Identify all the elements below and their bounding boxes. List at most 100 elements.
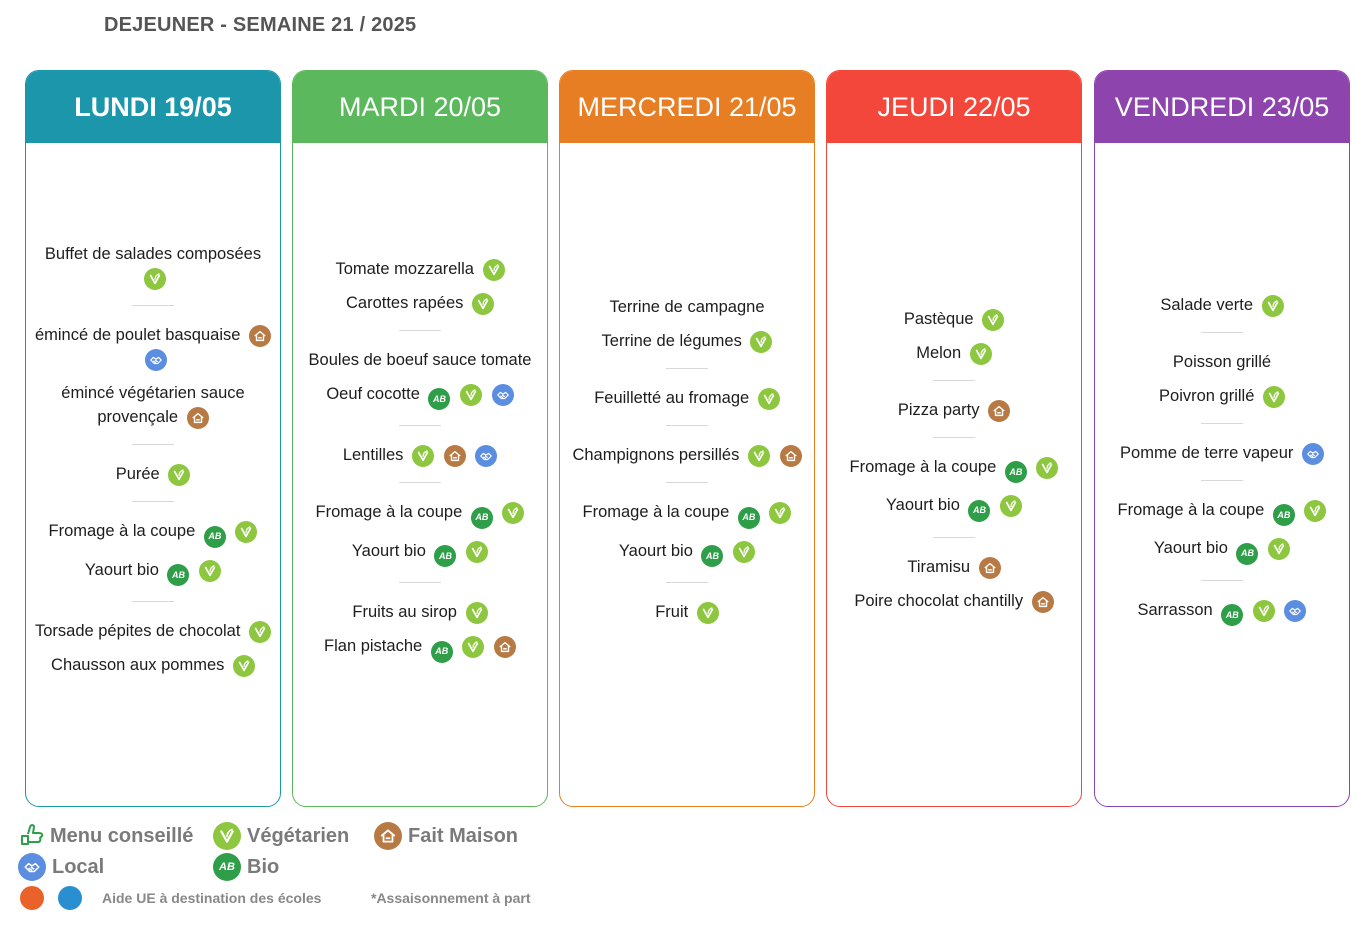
course-separator: [666, 425, 708, 426]
course-group: Purée: [108, 457, 199, 491]
fait-maison-icon: [249, 325, 272, 347]
dish-item: Poire chocolat chantilly: [854, 589, 1054, 613]
dish-name: Yaourt bio: [351, 541, 426, 560]
dish-name: émincé végétarien sauce provençale: [61, 384, 245, 426]
day-header: VENDREDI 23/05: [1095, 71, 1349, 143]
course-separator: [1201, 479, 1243, 481]
vegetarian-icon: [411, 445, 434, 467]
local-icon: [1301, 442, 1324, 465]
vegetarian-icon: [969, 342, 992, 365]
day-column: VENDREDI 23/05 Salade verte Poisson grill…: [1094, 70, 1350, 807]
course-separator: [132, 444, 174, 445]
day-column: JEUDI 22/05 Pastèque Melon Pizza party Fr…: [826, 70, 1082, 807]
vegetarian-icon: [982, 308, 1005, 331]
dish-name: Fromage à la coupe: [315, 503, 463, 521]
vegetarian-icon: [466, 540, 489, 563]
day-menu-body: Tomate mozzarella Carottes rapées Boules…: [293, 143, 547, 806]
course-separator: [1201, 579, 1243, 581]
dish-item: Carottes rapées: [346, 291, 494, 315]
dish-name: émincé de poulet basquaise: [34, 326, 241, 344]
dish-name: Fruit: [655, 603, 689, 621]
footer-aide-ue: Aide UE à destination des écoles: [102, 890, 322, 906]
dish-name: Sarrasson: [1137, 600, 1213, 619]
course-separator: [933, 436, 975, 438]
dish-item: Feuilletté au fromage: [594, 386, 780, 410]
dish-name: Purée: [115, 465, 160, 483]
legend-label-bio: Bio: [247, 855, 280, 878]
local-icon: [18, 853, 46, 881]
vegetarian-icon: [462, 636, 485, 658]
dish-name: Yaourt bio: [618, 541, 693, 560]
course-group: Terrine de campagne Terrine de légumes: [594, 290, 781, 358]
dish-item: Lentilles: [343, 443, 498, 467]
dish-name: Carottes rapées: [345, 293, 464, 312]
dish-name: Yaourt bio: [885, 496, 960, 514]
bio-icon: AB: [430, 640, 453, 663]
fait-maison-icon: [779, 445, 802, 467]
course-group: Pomme de terre vapeur: [1112, 436, 1332, 470]
dish-item: Oeuf cocotte AB: [326, 382, 514, 410]
course-separator: [399, 482, 441, 483]
dish-name: Tomate mozzarella: [335, 259, 474, 278]
course-separator: [132, 601, 174, 602]
day-menu-body: Terrine de campagne Terrine de légumes Fe…: [560, 143, 814, 806]
course-group: Fromage à la coupe AB Yaourt bio AB: [842, 450, 1067, 527]
course-separator: [666, 482, 708, 483]
dish-item: Pomme de terre vapeur: [1120, 441, 1324, 465]
course-group: Torsade pépites de chocolat Chausson aux…: [27, 614, 279, 682]
dish-name: Yaourt bio: [84, 560, 159, 579]
legend-fait-maison: Fait Maison: [374, 822, 518, 850]
vegetarian-icon: [1268, 538, 1291, 561]
local-icon: [475, 445, 498, 467]
day-menu-body: Pastèque Melon Pizza party Fromage à la …: [827, 143, 1081, 806]
footer-assaisonnement: *Assaisonnement à part: [371, 890, 531, 906]
dish-item: Yaourt bio AB: [84, 558, 222, 586]
course-group: Fromage à la coupe AB Yaourt bio AB: [575, 495, 800, 572]
dish-item: Yaourt bio AB: [351, 539, 489, 567]
vegetarian-icon: [733, 540, 756, 563]
dish-item: Yaourt bio AB: [618, 539, 756, 567]
day-column: MARDI 20/05 Tomate mozzarella Carottes ra…: [292, 70, 548, 807]
day-header: JEUDI 22/05: [827, 71, 1081, 143]
course-group: Poisson grillé Poivron grillé: [1151, 345, 1293, 413]
vegetarian-icon: [235, 521, 258, 543]
vegetarian-icon: [747, 445, 770, 467]
dish-name: Flan pistache: [324, 637, 423, 655]
bio-icon: AB: [737, 506, 760, 529]
dish-item: Buffet de salades composées: [34, 242, 272, 290]
bio-icon: AB: [1236, 542, 1259, 565]
dish-name: Yaourt bio: [1153, 539, 1228, 558]
dish-item: Pizza party: [898, 398, 1011, 422]
dish-name: Torsade pépites de chocolat: [34, 622, 241, 640]
course-group: Buffet de salades composées: [26, 237, 280, 295]
vegetarian-icon: [502, 502, 525, 524]
dish-item: Chausson aux pommes: [51, 653, 255, 677]
course-separator: [666, 368, 708, 369]
course-group: Salade verte: [1152, 288, 1291, 322]
vegetarian-icon: [471, 292, 494, 315]
vegetarian-icon: [1261, 294, 1284, 317]
course-group: Boules de boeuf sauce tomate Oeuf cocotte…: [301, 343, 540, 416]
course-group: Lentilles: [335, 438, 505, 472]
vegetarian-icon: [249, 621, 272, 643]
fruit-logo-icon: [20, 886, 44, 910]
day-header: MARDI 20/05: [293, 71, 547, 143]
fait-maison-icon: [443, 445, 466, 467]
dish-item: Fromage à la coupe AB: [850, 455, 1059, 483]
fait-maison-icon: [186, 407, 209, 429]
course-separator: [933, 379, 975, 381]
local-icon: [144, 349, 167, 371]
dish-name: Buffet de salades composées: [44, 245, 262, 263]
legend-menu-conseille: Menu conseillé: [18, 822, 193, 850]
vegetarian-icon: [232, 655, 255, 677]
dish-item: Sarrasson AB: [1138, 598, 1307, 627]
dish-item: Terrine de campagne: [609, 295, 764, 319]
vegetarian-icon: [1036, 456, 1059, 479]
bio-icon: AB: [428, 388, 451, 410]
dish-name: Fromage à la coupe: [1117, 500, 1265, 519]
fait-maison-icon: [978, 556, 1001, 579]
dish-name: Fruits au sirop: [352, 603, 457, 621]
day-header: LUNDI 19/05: [26, 71, 280, 143]
bio-icon: AB: [1221, 604, 1244, 627]
dish-name: Poivron grillé: [1159, 386, 1255, 405]
